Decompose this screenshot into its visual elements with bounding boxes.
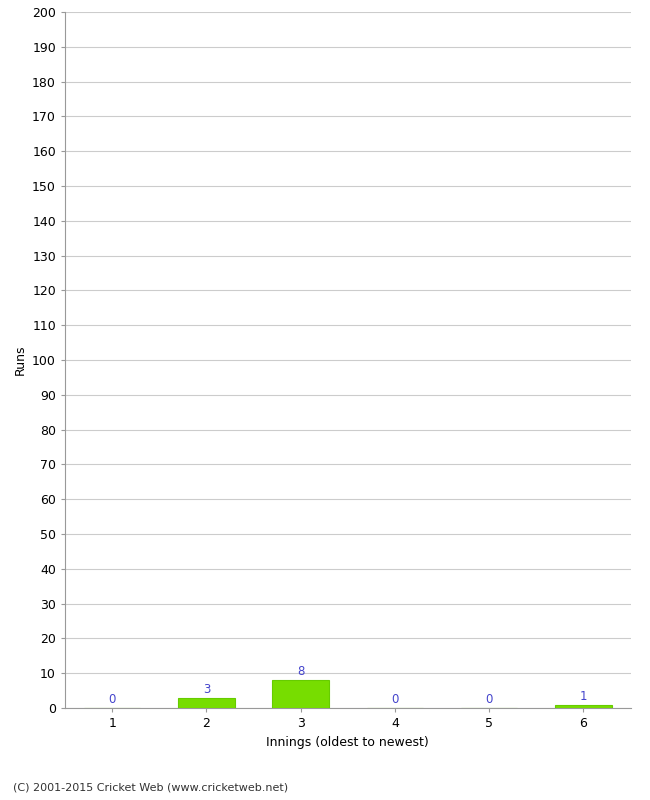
Text: 0: 0 bbox=[109, 694, 116, 706]
Bar bbox=[178, 698, 235, 708]
Bar bbox=[555, 705, 612, 708]
Text: (C) 2001-2015 Cricket Web (www.cricketweb.net): (C) 2001-2015 Cricket Web (www.cricketwe… bbox=[13, 782, 288, 792]
Text: 0: 0 bbox=[391, 694, 398, 706]
Text: 0: 0 bbox=[486, 694, 493, 706]
Bar bbox=[272, 680, 329, 708]
Text: 8: 8 bbox=[297, 666, 304, 678]
X-axis label: Innings (oldest to newest): Innings (oldest to newest) bbox=[266, 735, 429, 749]
Text: 1: 1 bbox=[580, 690, 587, 702]
Text: 3: 3 bbox=[203, 683, 210, 696]
Y-axis label: Runs: Runs bbox=[14, 345, 27, 375]
